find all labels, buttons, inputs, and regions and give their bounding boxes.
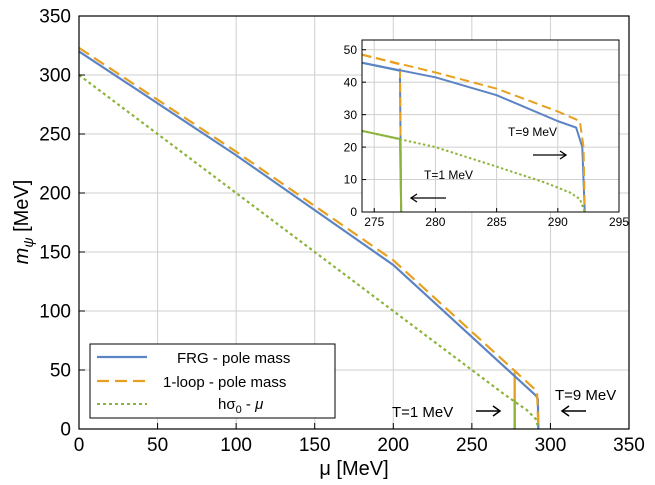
inset-y-tick-label: 20 — [344, 140, 358, 154]
inset-annotation-t1: T=1 MeV — [409, 168, 473, 203]
legend-item-1loop: 1-loop - pole mass — [97, 374, 286, 391]
inset-series-1-loop-pole-mass — [361, 53, 586, 213]
main-y-tick-label: 0 — [60, 420, 71, 441]
y-axis-title-main: m — [11, 248, 33, 265]
main-x-tick-label: 250 — [456, 435, 488, 456]
y-axis-title-sub: ψ — [20, 237, 36, 247]
main-y-tick-label: 200 — [39, 184, 71, 205]
legend-label-hsigma: hσ0 - μ — [218, 396, 263, 416]
main-annotation-t9-arrowhead — [560, 405, 570, 417]
inset-y-tick-label: 30 — [344, 108, 358, 122]
y-axis-title: mψ [MeV] — [11, 180, 36, 265]
legend-item-hsigma: hσ0 - μ — [97, 396, 263, 416]
main-annotation-t1-arrowhead — [492, 405, 502, 417]
main-x-tick-label: 0 — [74, 435, 85, 456]
main-annotation-t9: T=9 MeV — [555, 387, 616, 417]
inset-x-tick-label: 280 — [425, 215, 445, 229]
main-y-tick-label: 50 — [50, 361, 71, 382]
legend-item-frg: FRG - pole mass — [97, 350, 290, 367]
inset-series-frg-pole-mass — [361, 61, 586, 213]
inset-frame — [361, 39, 620, 213]
inset-ticks: 275 280 285 290 295 0 10 20 30 40 50 — [344, 43, 630, 229]
inset-y-tick-label: 50 — [344, 43, 358, 57]
main-y-tick-label: 350 — [39, 7, 71, 28]
inset-x-tick-label: 295 — [609, 215, 629, 229]
y-axis-title-unit: [MeV] — [11, 180, 33, 238]
legend-label-frg: FRG - pole mass — [177, 350, 290, 367]
main-y-tick-label: 100 — [39, 302, 71, 323]
main-series — [78, 46, 540, 430]
inset-x-tick-label: 285 — [487, 215, 507, 229]
inset-series — [361, 53, 586, 213]
inset-annotation-t9: T=9 MeV — [508, 125, 568, 160]
inset-y-tick-label: 10 — [344, 173, 358, 187]
legend: FRG - pole mass 1-loop - pole mass hσ0 -… — [89, 343, 336, 419]
main-x-tick-label: 50 — [147, 435, 168, 456]
x-axis-title: μ [MeV] — [319, 458, 388, 480]
inset-annotation-t9-label: T=9 MeV — [508, 125, 557, 139]
main-annotation-t1-label: T=1 MeV — [392, 404, 453, 421]
main-series-1-loop-pole-mass — [78, 46, 540, 430]
main-annotation-t1: T=1 MeV — [392, 404, 502, 421]
inset-y-tick-label: 0 — [350, 205, 357, 219]
main-x-tick-label: 350 — [613, 435, 645, 456]
inset-annotation-t1-arrowhead — [409, 193, 418, 203]
main-series-h-0 — [78, 74, 540, 430]
legend-label-1loop: 1-loop - pole mass — [163, 374, 286, 391]
main-annotation-t9-label: T=9 MeV — [555, 387, 616, 404]
inset-annotation-t9-arrowhead — [559, 150, 568, 160]
main-x-tick-label: 200 — [377, 435, 409, 456]
main-y-tick-label: 300 — [39, 66, 71, 87]
inset-y-tick-label: 40 — [344, 75, 358, 89]
inset-background — [362, 40, 619, 212]
main-plot-frame — [78, 15, 630, 430]
main-ticks: 0 50 100 150 200 250 300 3500501001502002503003… — [39, 7, 645, 456]
main-x-tick-label: 150 — [299, 435, 331, 456]
svg-text:mψ [MeV]: mψ [MeV] — [11, 180, 36, 265]
inset-x-tick-label: 275 — [364, 215, 384, 229]
main-y-tick-label: 150 — [39, 243, 71, 264]
inset-annotation-t1-label: T=1 MeV — [424, 168, 473, 182]
main-x-tick-label: 300 — [535, 435, 567, 456]
inset: 275 280 285 290 295 0 10 20 30 40 50 T=9 MeV T=1 M… — [344, 39, 630, 229]
main-y-tick-label: 250 — [39, 125, 71, 146]
main-x-tick-label: 100 — [220, 435, 252, 456]
inset-x-tick-label: 290 — [548, 215, 568, 229]
